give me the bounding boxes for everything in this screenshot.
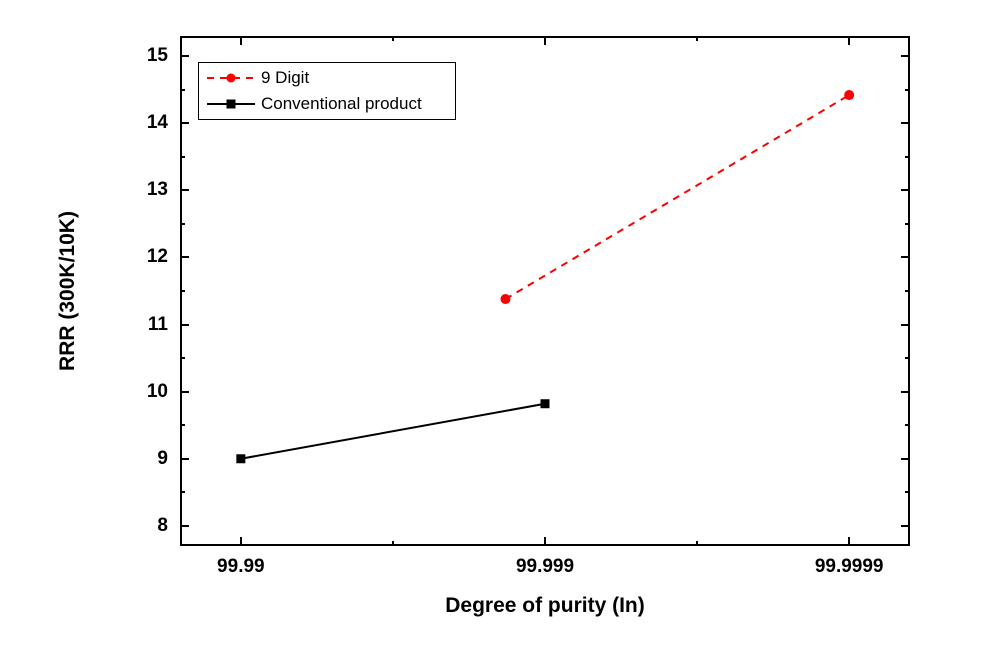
legend-swatch (201, 91, 261, 117)
axis-tick (180, 256, 189, 258)
y-tick-label: 15 (120, 45, 168, 67)
legend-item: 9 Digit (201, 65, 449, 91)
y-tick-label: 11 (120, 314, 168, 336)
axis-tick (544, 36, 546, 45)
legend-label: Conventional product (261, 94, 449, 114)
axis-tick (696, 541, 698, 546)
axis-tick (696, 36, 698, 41)
axis-tick (180, 491, 185, 493)
axis-tick (180, 324, 189, 326)
legend: 9 Digit Conventional product (198, 62, 456, 120)
axis-tick (901, 458, 910, 460)
axis-tick (901, 256, 910, 258)
y-tick-label: 12 (120, 246, 168, 268)
axis-tick (240, 36, 242, 45)
axis-tick (180, 458, 189, 460)
axis-tick (180, 89, 185, 91)
y-tick-label: 9 (120, 448, 168, 470)
axis-tick (392, 541, 394, 546)
y-axis-title: RRR (300K/10K) (56, 211, 80, 371)
axis-tick (180, 122, 189, 124)
x-tick-label: 99.9999 (815, 556, 884, 578)
axis-tick (901, 525, 910, 527)
axis-tick (180, 290, 185, 292)
axis-tick (901, 324, 910, 326)
axis-tick (905, 223, 910, 225)
y-tick-label: 14 (120, 112, 168, 134)
axis-tick (180, 424, 185, 426)
axis-tick (905, 424, 910, 426)
axis-tick (392, 36, 394, 41)
x-tick-label: 99.999 (516, 556, 574, 578)
y-tick-label: 10 (120, 381, 168, 403)
axis-tick (180, 189, 189, 191)
axis-tick (905, 89, 910, 91)
axis-tick (180, 357, 185, 359)
data-marker (227, 100, 236, 109)
legend-swatch (201, 65, 261, 91)
axis-tick (848, 537, 850, 546)
axis-tick (901, 122, 910, 124)
legend-label: 9 Digit (261, 68, 449, 88)
axis-tick (180, 223, 185, 225)
chart-canvas: RRR (300K/10K) Degree of purity (In) 9 D… (0, 0, 999, 653)
x-axis-title: Degree of purity (In) (445, 594, 645, 618)
axis-tick (180, 525, 189, 527)
axis-tick (905, 156, 910, 158)
axis-tick (240, 537, 242, 546)
axis-tick (180, 391, 189, 393)
axis-tick (544, 537, 546, 546)
x-tick-label: 99.99 (217, 556, 265, 578)
legend-item: Conventional product (201, 91, 449, 117)
y-tick-label: 13 (120, 179, 168, 201)
axis-tick (901, 391, 910, 393)
axis-tick (180, 156, 185, 158)
axis-tick (901, 55, 910, 57)
axis-tick (180, 55, 189, 57)
axis-tick (901, 189, 910, 191)
data-marker (227, 74, 236, 83)
axis-tick (905, 491, 910, 493)
y-tick-label: 8 (120, 515, 168, 537)
axis-tick (905, 357, 910, 359)
axis-tick (848, 36, 850, 45)
axis-tick (905, 290, 910, 292)
